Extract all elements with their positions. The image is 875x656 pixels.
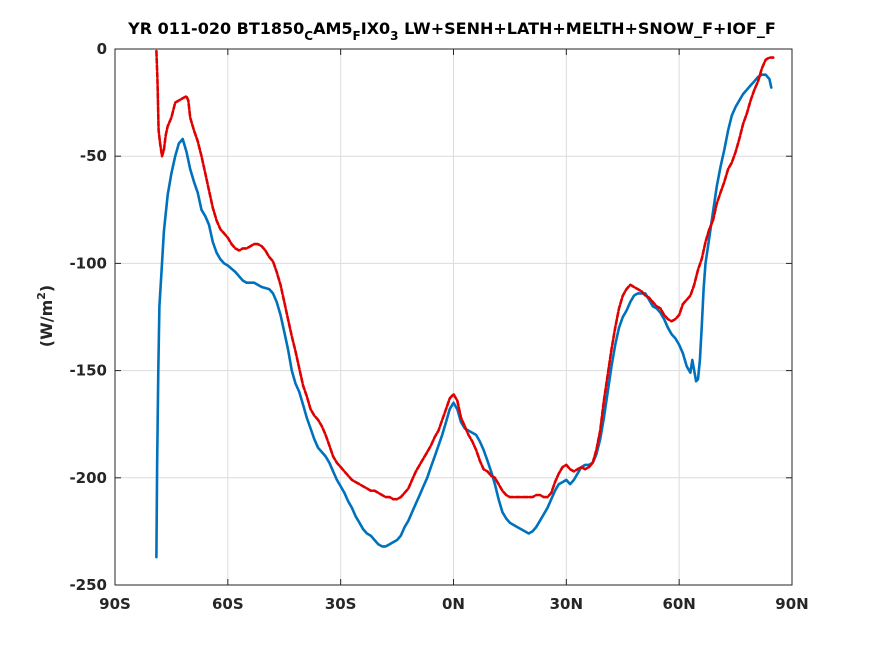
title-subscript-1: C — [304, 29, 313, 43]
x-tick-label: 30S — [325, 595, 357, 613]
x-tick-label: 90S — [99, 595, 131, 613]
y-axis-label-superscript: 2 — [35, 292, 48, 300]
y-tick-label: -150 — [69, 362, 107, 380]
y-tick-label: -50 — [80, 147, 107, 165]
title-prefix: YR 011-020 BT1850 — [127, 19, 304, 38]
series-line-1 — [155, 73, 773, 559]
title-subscript-3: 3 — [390, 29, 398, 43]
chart-title: YR 011-020 BT1850CAM5FIX03 LW+SENH+LATH+… — [127, 19, 776, 43]
y-axis-label: (W/m2) — [35, 285, 56, 347]
title-part-3: IX0 — [361, 19, 390, 38]
title-part-2: AM5 — [313, 19, 352, 38]
y-tick-label: 0 — [97, 40, 107, 58]
y-axis-label-main: (W/m — [37, 300, 56, 347]
x-tick-label: 30N — [550, 595, 583, 613]
x-tick-label: 60N — [662, 595, 695, 613]
y-tick-label: -250 — [69, 576, 107, 594]
x-tick-label: 0N — [442, 595, 465, 613]
series-group — [155, 49, 775, 559]
y-axis-label-close: ) — [37, 285, 56, 292]
y-tick-label: -200 — [69, 469, 107, 487]
title-suffix: LW+SENH+LATH+MELTH+SNOW_F+IOF_F — [399, 19, 776, 38]
title-subscript-2: F — [353, 29, 361, 43]
x-tick-label: 60S — [212, 595, 244, 613]
y-axis-ticks: 0 -50 -100 -150 -200 -250 — [69, 40, 792, 594]
x-tick-label: 90N — [775, 595, 808, 613]
x-axis-ticks: 90S 60S 30S 0N 30N 60N 90N — [99, 49, 809, 613]
y-tick-label: -100 — [69, 254, 107, 272]
series-line-2 — [155, 49, 775, 501]
